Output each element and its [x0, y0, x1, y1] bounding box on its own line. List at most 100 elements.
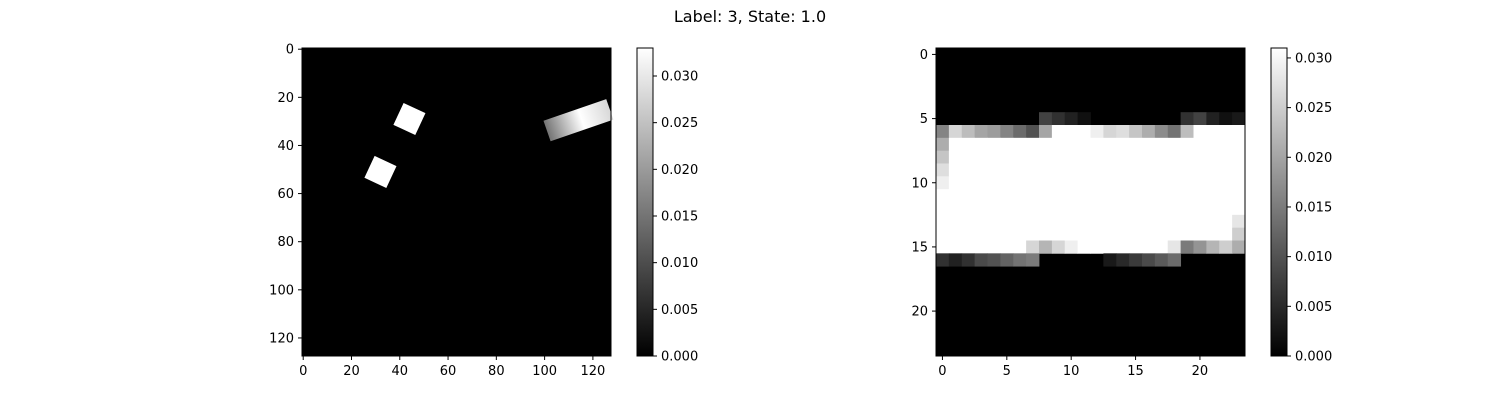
right-heatmap-cell	[1129, 125, 1143, 139]
right-heatmap-cell	[1064, 163, 1079, 177]
right-heatmap-cell	[1039, 240, 1053, 254]
right-heatmap-cell	[948, 189, 963, 203]
right-heatmap-cell	[1193, 150, 1207, 164]
right-heatmap-cell	[1142, 125, 1156, 139]
left-colorbar: 0.000 0.005 0.010 0.015 0.020 0.025 0.030	[636, 47, 698, 365]
right-heatmap-cell	[1000, 227, 1014, 241]
right-heatmap-cell	[1167, 137, 1182, 152]
right-heatmap-cell	[1090, 125, 1104, 139]
right-heatmap-cell	[948, 214, 963, 229]
right-heatmap-cell	[1103, 125, 1117, 139]
right-heatmap-cell	[1142, 176, 1156, 190]
left-heatmap-plot: 0 20 40 60 80 100 120 0 20 40 60 80 100 120	[269, 43, 614, 379]
right-heatmap-cell	[1219, 227, 1233, 241]
right-heatmap-cell	[987, 176, 1001, 190]
right-heatmap-cell	[1154, 176, 1169, 190]
right-heatmap-cell	[1129, 163, 1143, 177]
right-y-tick-label: 20	[911, 305, 928, 320]
right-heatmap-cell	[1090, 189, 1104, 203]
right-heatmap-cell	[1193, 176, 1207, 190]
right-heatmap-cell	[1154, 163, 1169, 177]
right-heatmap-cell	[1116, 189, 1130, 203]
right-heatmap-cell	[1206, 137, 1220, 152]
right-heatmap-cell	[1000, 137, 1014, 152]
right-colorbar-tick-label: 0.030	[1295, 51, 1332, 66]
right-heatmap-cell	[1206, 176, 1220, 190]
right-heatmap-cell	[1219, 112, 1233, 126]
right-heatmap-cell	[1077, 137, 1091, 152]
right-heatmap-cell	[1000, 125, 1014, 139]
right-heatmap-cell	[1103, 137, 1117, 152]
right-heatmap-cell	[1154, 227, 1169, 241]
left-colorbar-tick-label: 0.015	[661, 210, 698, 225]
right-heatmap-cell	[1103, 240, 1117, 254]
right-heatmap-cell	[1064, 150, 1079, 164]
right-heatmap-cell	[1154, 189, 1169, 203]
right-heatmap-cell	[1116, 176, 1130, 190]
right-heatmap-cell	[1051, 189, 1066, 203]
right-heatmap-cell	[1232, 150, 1246, 164]
right-heatmap-cell	[1154, 125, 1169, 139]
left-y-tick-label: 60	[277, 187, 294, 202]
right-heatmap-cell	[1077, 112, 1091, 126]
right-heatmap-cell	[987, 189, 1001, 203]
right-heatmap-cell	[948, 163, 963, 177]
right-heatmap-cell	[1193, 202, 1207, 216]
right-y-tick-label: 10	[911, 176, 928, 191]
right-heatmap-cell	[1129, 240, 1143, 254]
right-colorbar-tick-label: 0.010	[1295, 250, 1332, 265]
right-heatmap-cell	[1013, 227, 1027, 241]
right-heatmap-cell	[1180, 189, 1194, 203]
right-heatmap-cell	[974, 176, 988, 190]
right-heatmap-cell	[1116, 240, 1130, 254]
right-heatmap-cell	[987, 125, 1001, 139]
right-heatmap-cell	[1090, 163, 1104, 177]
right-colorbar-gradient	[1270, 47, 1288, 357]
right-heatmap-cell	[1232, 202, 1246, 216]
right-y-tick-label: 15	[911, 240, 928, 255]
right-heatmap-cell	[1039, 137, 1053, 152]
right-heatmap-cell	[1103, 202, 1117, 216]
right-heatmap-cell	[1167, 202, 1182, 216]
right-heatmap-cell	[1206, 189, 1220, 203]
right-heatmap-cell	[1013, 253, 1027, 267]
right-heatmap-cell	[1103, 189, 1117, 203]
right-heatmap-cell	[1103, 163, 1117, 177]
right-heatmap-cell	[1142, 214, 1156, 229]
right-heatmap-cell	[1180, 112, 1194, 126]
right-x-tick-label: 5	[1003, 364, 1011, 379]
left-x-tick-label: 0	[299, 364, 307, 379]
right-heatmap-cell	[1090, 150, 1104, 164]
right-heatmap-cell	[1232, 176, 1246, 190]
right-heatmap-cell	[1232, 125, 1246, 139]
right-heatmap-cell	[961, 137, 976, 152]
right-heatmap-cell	[1064, 227, 1079, 241]
left-colorbar-tick-label: 0.000	[661, 350, 698, 365]
right-heatmap-cell	[936, 163, 950, 177]
right-heatmap-cell	[1206, 240, 1220, 254]
right-heatmap-cell	[1129, 176, 1143, 190]
right-heatmap-cell	[974, 189, 988, 203]
right-heatmap-cell	[936, 189, 950, 203]
right-heatmap-cell	[1154, 150, 1169, 164]
right-heatmap-cell	[961, 163, 976, 177]
right-heatmap-cell	[1000, 163, 1014, 177]
left-x-tick-label: 40	[391, 364, 408, 379]
right-heatmap-cell	[1026, 240, 1040, 254]
right-heatmap-cell	[987, 137, 1001, 152]
right-heatmap-cell	[1013, 137, 1027, 152]
right-heatmap-cell	[1051, 112, 1066, 126]
right-heatmap-cell	[974, 137, 988, 152]
right-heatmap-cell	[1232, 163, 1246, 177]
right-colorbar-tick-label: 0.020	[1295, 151, 1332, 166]
right-heatmap-cell	[961, 240, 976, 254]
right-heatmap-cell	[1193, 227, 1207, 241]
right-heatmap-cell	[1039, 150, 1053, 164]
right-heatmap-cell	[1142, 150, 1156, 164]
right-heatmap-cell	[1206, 163, 1220, 177]
right-heatmap-cell	[1000, 202, 1014, 216]
right-heatmap-cell	[1142, 227, 1156, 241]
right-heatmap-cell	[936, 214, 950, 229]
